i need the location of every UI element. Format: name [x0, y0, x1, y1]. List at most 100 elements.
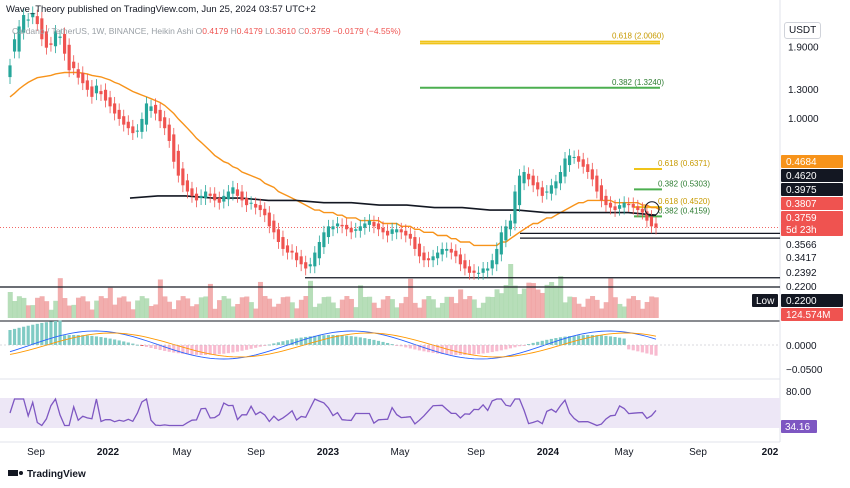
candle-body	[31, 12, 35, 18]
macd-histogram-bar	[436, 345, 440, 354]
low-tag	[752, 294, 778, 307]
macd-histogram-bar	[545, 339, 549, 345]
volume-bar	[417, 307, 423, 318]
volume-bar	[66, 305, 72, 318]
candle-body	[508, 220, 513, 230]
candle-body	[122, 116, 126, 125]
volume-bar	[230, 306, 236, 318]
volume-bar	[644, 301, 650, 318]
volume-bar	[580, 306, 586, 318]
candle-body	[67, 44, 71, 71]
macd-histogram-bar	[335, 335, 340, 345]
volume-bar	[57, 278, 63, 318]
candle-body	[90, 86, 94, 97]
volume-bar	[376, 307, 382, 318]
volume-bar	[262, 296, 268, 318]
volume-bar	[430, 299, 436, 318]
macd-histogram-bar	[308, 336, 312, 345]
macd-histogram-bar	[536, 341, 540, 345]
candle-body	[204, 191, 208, 199]
volume-bar	[180, 296, 186, 318]
symbol-title: Cardano / TetherUS, 1W, BINANCE, Heikin …	[12, 26, 194, 36]
candle-body	[163, 117, 167, 129]
price-tag-label: 0.3975	[786, 185, 817, 196]
macd-histogram-bar	[640, 345, 644, 353]
candle-body	[81, 72, 85, 84]
volume-bar	[80, 296, 86, 318]
macd-histogram-bar	[208, 345, 212, 355]
volume-bar	[339, 299, 345, 318]
volume-bar	[544, 284, 550, 318]
candle-body	[181, 168, 185, 186]
open-value: 0.4179	[202, 26, 229, 36]
volume-bar	[253, 308, 259, 318]
macd-histogram-bar	[72, 335, 76, 345]
candle-body	[349, 227, 353, 233]
volume-bar	[89, 309, 95, 318]
volume-bar	[107, 287, 113, 318]
candle-body	[522, 171, 526, 184]
candle-body	[599, 185, 603, 201]
candle-body	[549, 185, 553, 194]
macd-histogram-bar	[472, 345, 476, 355]
volume-bar	[198, 297, 204, 318]
macd-histogram-bar	[654, 345, 658, 356]
candle-body	[217, 198, 221, 203]
volume-bar	[412, 302, 418, 318]
candle-body	[167, 124, 171, 141]
macd-histogram-bar	[149, 345, 153, 348]
macd-histogram-bar	[590, 335, 594, 345]
volume-bar	[489, 296, 495, 318]
macd-histogram-bar	[649, 345, 654, 355]
macd-histogram-bar	[517, 345, 522, 347]
currency-button[interactable]: USDT	[784, 22, 822, 39]
candle-body	[445, 248, 449, 251]
candle-body	[386, 230, 390, 236]
macd-histogram-bar	[504, 345, 508, 350]
macd-histogram-bar	[399, 345, 403, 347]
candle-body	[608, 202, 613, 208]
rsi-tick-label: 80.00	[786, 387, 811, 398]
candle-body	[140, 118, 144, 132]
volume-bar	[276, 303, 282, 318]
macd-histogram-bar	[445, 345, 449, 355]
macd-histogram-bar	[613, 336, 617, 345]
candle-body	[135, 130, 139, 132]
volume-bar	[585, 298, 591, 318]
candle-body	[194, 193, 199, 201]
volume-bar	[421, 299, 427, 318]
macd-histogram-bar	[299, 337, 303, 345]
price-tag-label: 0.3417	[786, 253, 817, 264]
volume-bar	[485, 296, 491, 318]
macd-panel[interactable]	[0, 322, 780, 378]
price-panel[interactable]	[0, 0, 780, 320]
price-tag-label: 0.3807	[786, 199, 817, 210]
volume-bar	[298, 299, 304, 318]
volume-bar	[353, 307, 359, 318]
macd-histogram-bar	[126, 342, 130, 345]
candle-body	[590, 169, 594, 180]
macd-histogram-bar	[581, 335, 585, 345]
candle-body	[281, 237, 285, 249]
candle-body	[131, 126, 135, 134]
volume-bar	[389, 299, 395, 318]
price-tag-label: 0.3759	[786, 213, 817, 224]
macd-histogram-bar	[8, 330, 12, 345]
candle-body	[367, 220, 371, 225]
candle-body	[513, 191, 517, 224]
tradingview-logo[interactable]: TradingView	[8, 469, 86, 480]
candle-body	[254, 203, 258, 208]
volume-bar	[499, 293, 505, 318]
volume-bar	[267, 298, 273, 318]
volume-bar	[471, 299, 477, 318]
candle-body	[8, 65, 12, 78]
volume-bar	[235, 304, 241, 318]
candle-body	[476, 272, 481, 274]
macd-histogram-bar	[185, 345, 190, 355]
candle-body	[645, 211, 649, 221]
candle-body	[22, 15, 26, 33]
macd-histogram-bar	[627, 345, 631, 350]
volume-bar	[103, 298, 109, 318]
candle-body	[467, 266, 472, 273]
candle-body	[372, 222, 376, 227]
